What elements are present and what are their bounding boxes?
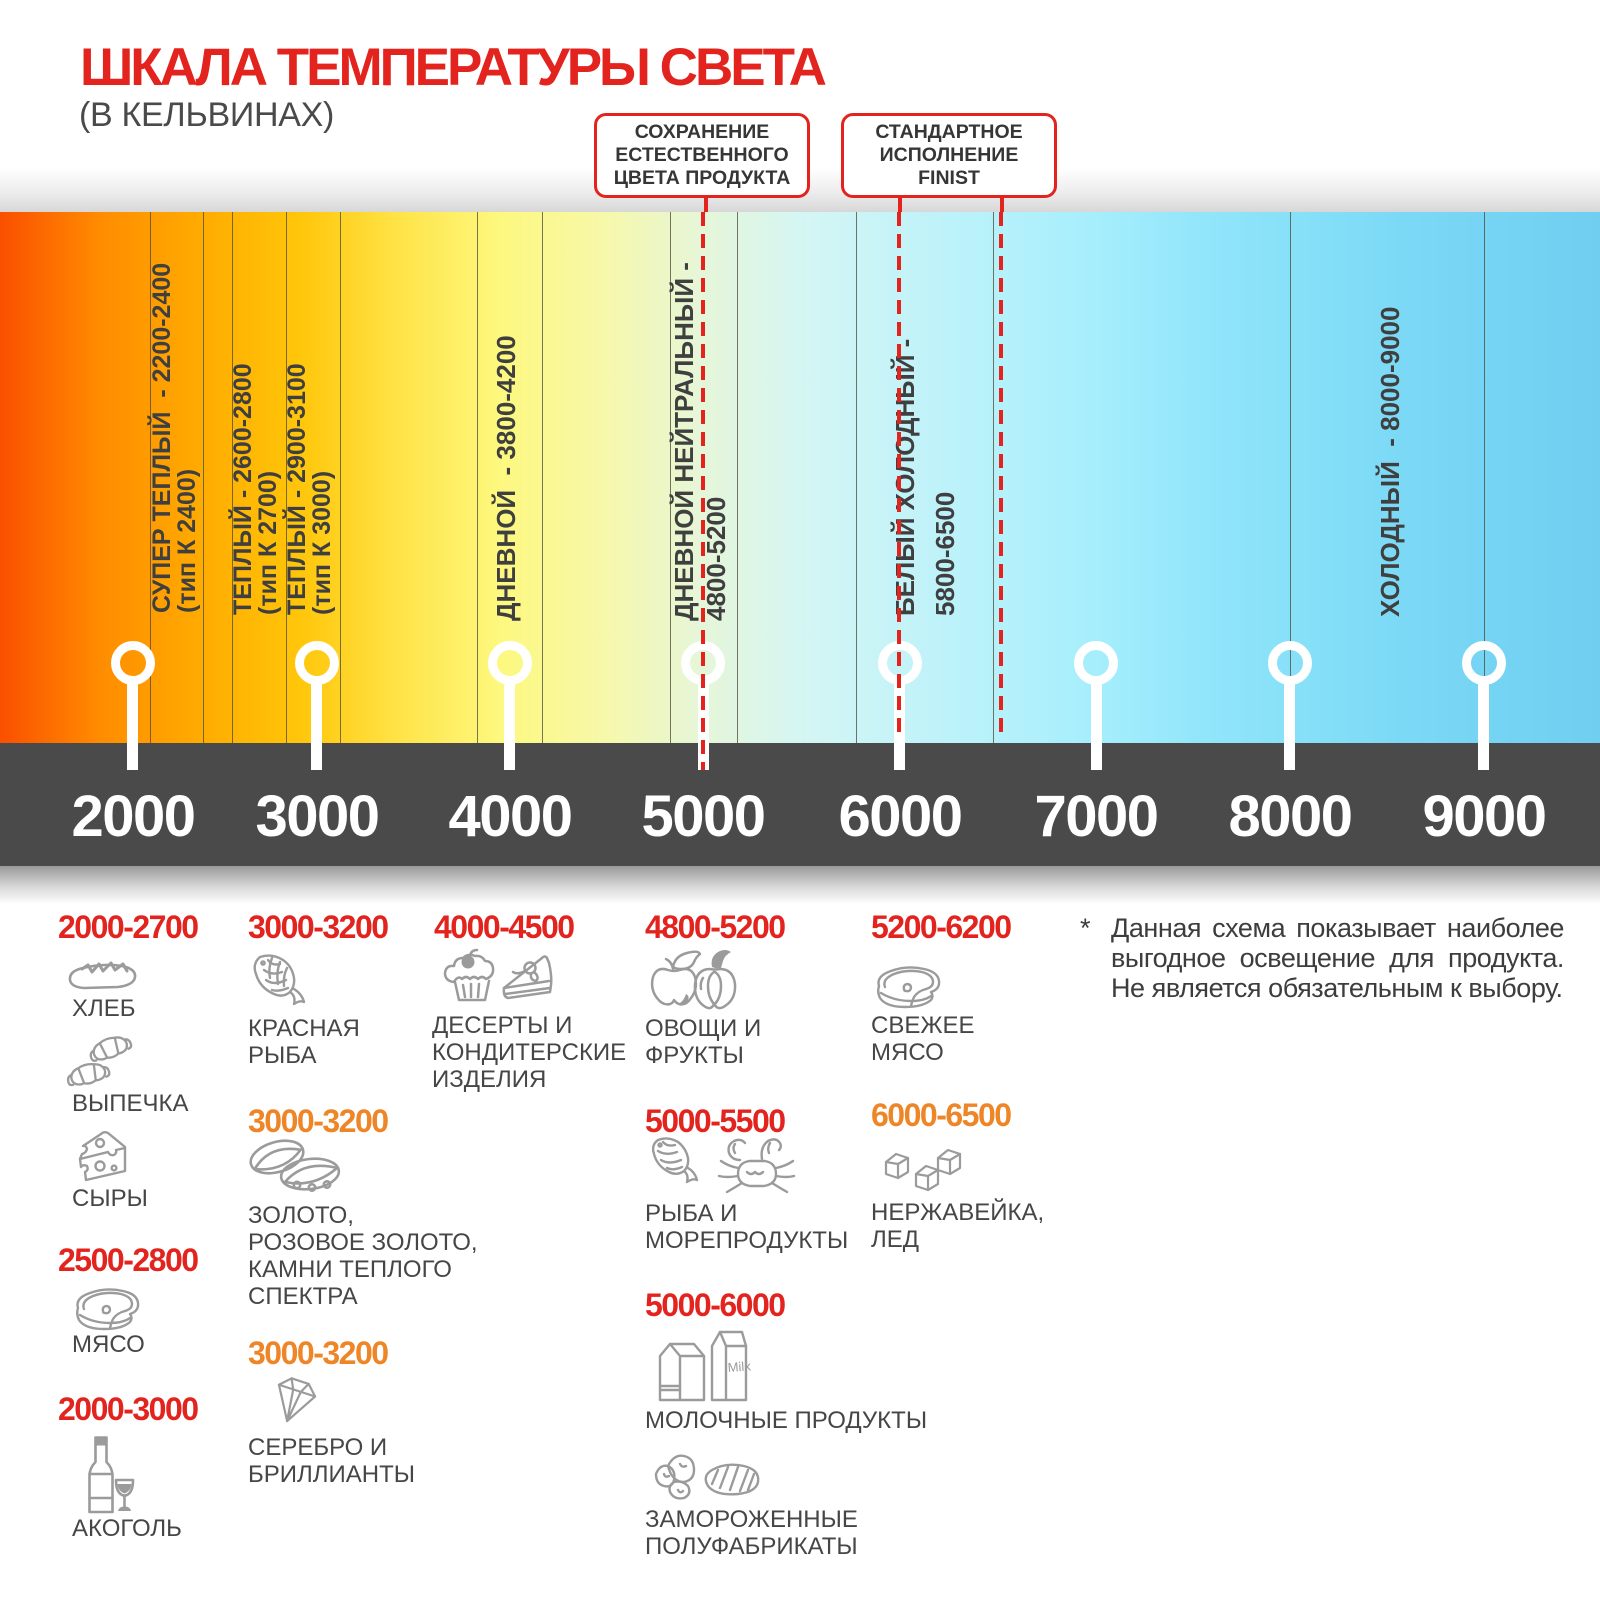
svg-text:Milk: Milk [727, 1358, 752, 1375]
